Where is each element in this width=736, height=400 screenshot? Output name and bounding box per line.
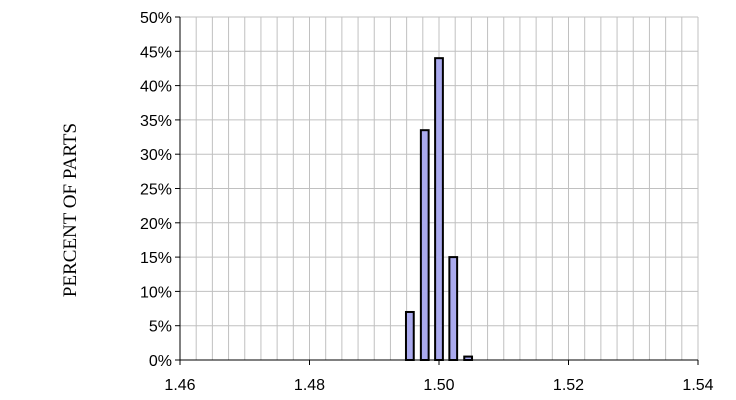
y-axis-title: PERCENT OF PARTS [60,123,81,297]
bar [448,256,459,362]
y-tick-label: 50% [140,10,172,27]
bar [404,310,415,362]
y-tick-label: 45% [140,44,172,61]
grid-lines [180,16,699,360]
y-tick-label: 0% [149,353,172,370]
x-tick-label: 1.48 [294,377,325,394]
x-tick-labels: 1.46 1.48 1.50 1.52 1.54 [164,377,713,394]
x-tick-label: 1.50 [423,377,454,394]
y-tick-label: 30% [140,147,172,164]
x-tick-label: 1.46 [164,377,195,394]
x-tick-label: 1.52 [553,377,584,394]
y-tick-labels: 0% 5% 10% 15% 20% 25% 30% 35% 40% 45% 50% [140,10,172,370]
bar [434,57,444,361]
y-tick-label: 20% [140,216,172,233]
y-tick-label: 40% [140,79,172,96]
bars [404,57,474,362]
bar [419,129,430,361]
x-tick-label: 1.54 [682,377,713,394]
y-tick-label: 10% [140,284,172,301]
y-tick-label: 35% [140,113,172,130]
y-tick-label: 15% [140,250,172,267]
bar [463,355,474,362]
axes [175,16,699,365]
y-tick-label: 25% [140,182,172,199]
y-tick-label: 5% [149,319,172,336]
